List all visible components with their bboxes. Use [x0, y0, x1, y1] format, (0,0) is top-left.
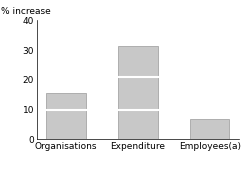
Bar [118, 46, 157, 77]
Bar [46, 110, 86, 139]
Bar [190, 119, 230, 139]
Bar [118, 77, 157, 110]
Bar [118, 110, 157, 139]
Bar [46, 93, 86, 110]
Text: % increase: % increase [0, 7, 50, 16]
